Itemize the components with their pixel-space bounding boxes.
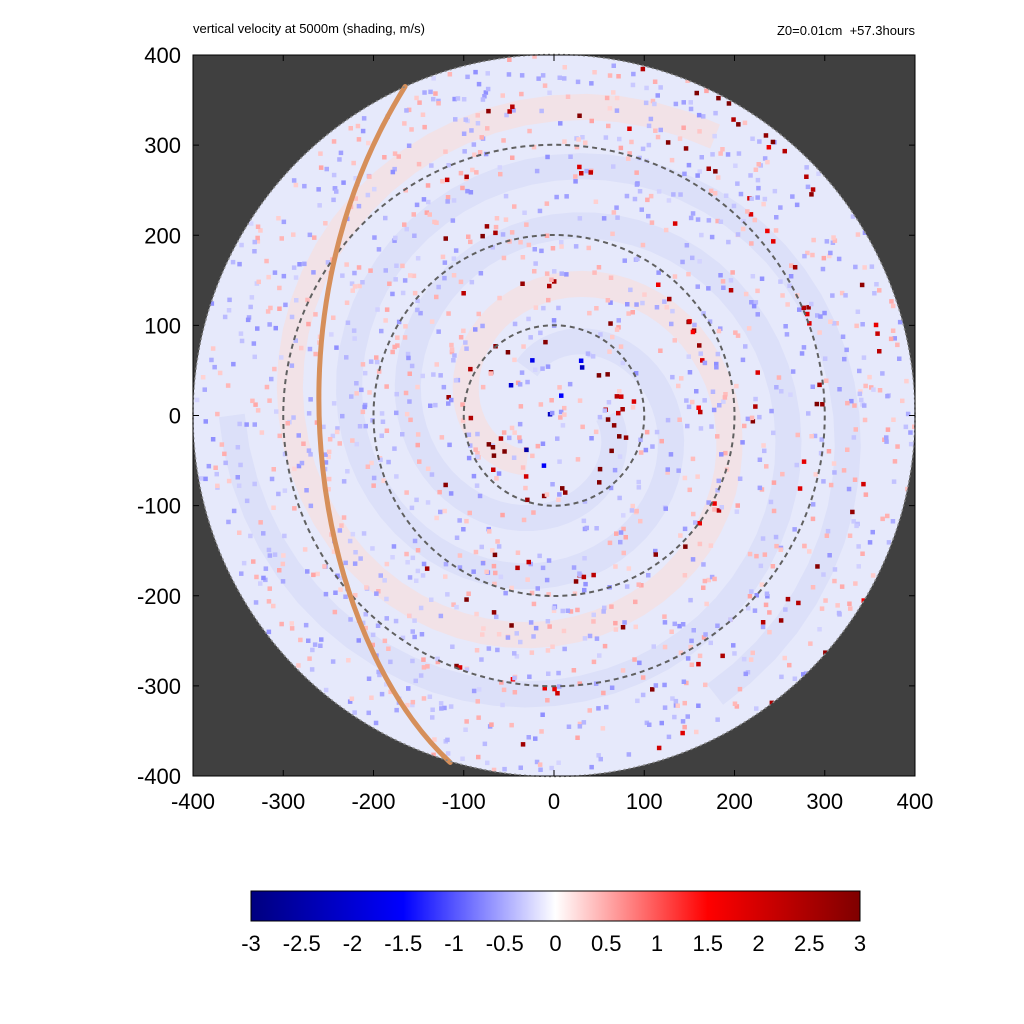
y-tick-label: 200 bbox=[144, 223, 181, 248]
x-tick-label: 400 bbox=[897, 789, 934, 814]
y-tick-label: 0 bbox=[169, 404, 181, 429]
x-tick-label: 200 bbox=[716, 789, 753, 814]
y-tick-label: 400 bbox=[144, 43, 181, 68]
y-axis: 400 300 200 100 0 -100 -200 -300 -400 bbox=[137, 43, 915, 789]
velocity-field bbox=[193, 54, 915, 777]
colorbar-tick-label: -3 bbox=[241, 931, 261, 956]
colorbar-tick-label: 2 bbox=[752, 931, 764, 956]
x-tick-label: 100 bbox=[626, 789, 663, 814]
x-tick-label: -100 bbox=[442, 789, 486, 814]
colorbar-tick-label: 3 bbox=[854, 931, 866, 956]
range-ring bbox=[462, 324, 646, 507]
chart-subtitle: Z0=0.01cm +57.3hours bbox=[776, 23, 915, 38]
colorbar-tick-label: 1 bbox=[651, 931, 663, 956]
y-tick-label: 300 bbox=[144, 133, 181, 158]
colorbar-tick-label: -0.5 bbox=[486, 931, 524, 956]
y-tick-label: 100 bbox=[144, 313, 181, 338]
storm-track-line bbox=[316, 84, 453, 765]
x-tick-label: -200 bbox=[351, 789, 395, 814]
colorbar bbox=[250, 890, 861, 922]
x-tick-label: -300 bbox=[261, 789, 305, 814]
colorbar-tick-label: -2.5 bbox=[283, 931, 321, 956]
colorbar-tick-label: 0 bbox=[549, 931, 561, 956]
x-axis: -400 -300 -200 -100 0 100 200 300 400 bbox=[171, 55, 933, 814]
x-tick-label: 300 bbox=[806, 789, 843, 814]
y-tick-label: -100 bbox=[137, 494, 181, 519]
colorbar-tick-label: 2.5 bbox=[794, 931, 825, 956]
chart-title: vertical velocity at 5000m (shading, m/s… bbox=[193, 21, 425, 36]
x-tick-label: -400 bbox=[171, 789, 215, 814]
range-rings bbox=[282, 143, 826, 688]
colorbar-ticks: -3 -2.5 -2 -1.5 -1 -0.5 0 0.5 1 1.5 2 2.5 3 bbox=[241, 931, 866, 956]
y-tick-label: -300 bbox=[137, 674, 181, 699]
y-tick-label: -400 bbox=[137, 764, 181, 789]
range-ring bbox=[372, 234, 736, 597]
colorbar-tick-label: 1.5 bbox=[692, 931, 723, 956]
range-ring bbox=[282, 143, 826, 688]
y-tick-label: -200 bbox=[137, 584, 181, 609]
x-tick-label: 0 bbox=[548, 789, 560, 814]
colorbar-tick-label: -2 bbox=[343, 931, 363, 956]
colorbar-tick-label: -1 bbox=[444, 931, 464, 956]
velocity-cells bbox=[194, 54, 915, 773]
colorbar-tick-label: -1.5 bbox=[384, 931, 422, 956]
colorbar-tick-label: 0.5 bbox=[591, 931, 622, 956]
